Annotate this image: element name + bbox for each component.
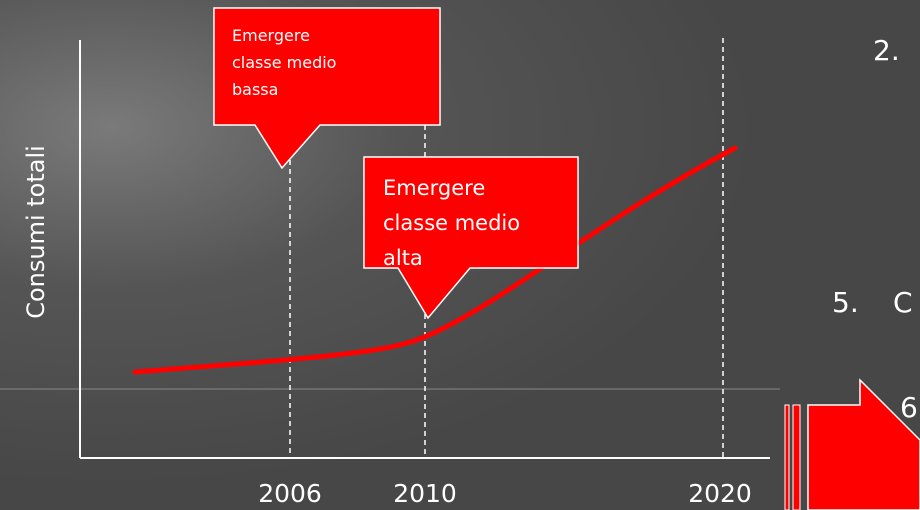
- x-tick-label: 2006: [258, 479, 322, 508]
- callout-text: classe medio: [383, 211, 520, 235]
- callout: [363, 156, 579, 320]
- callout: [213, 7, 441, 170]
- stripe: [792, 404, 801, 510]
- callout-text: bassa: [232, 80, 278, 99]
- callout-text: Emergere: [383, 176, 485, 200]
- x-tick-label: 2020: [688, 479, 752, 508]
- trend-curve: [132, 145, 738, 375]
- list-number: 2.: [873, 34, 900, 67]
- callout-text: classe medio: [232, 53, 336, 72]
- list-number: 6: [900, 391, 918, 424]
- stripe: [784, 404, 790, 510]
- list-text: C: [893, 286, 913, 319]
- list-number: 5.: [832, 286, 859, 319]
- x-tick-label: 2010: [393, 479, 457, 508]
- callout-text: Emergere: [232, 26, 310, 45]
- y-axis-label: Consumi totali: [22, 145, 50, 319]
- callout-text: alta: [383, 246, 423, 270]
- arrow-shape: [807, 378, 920, 510]
